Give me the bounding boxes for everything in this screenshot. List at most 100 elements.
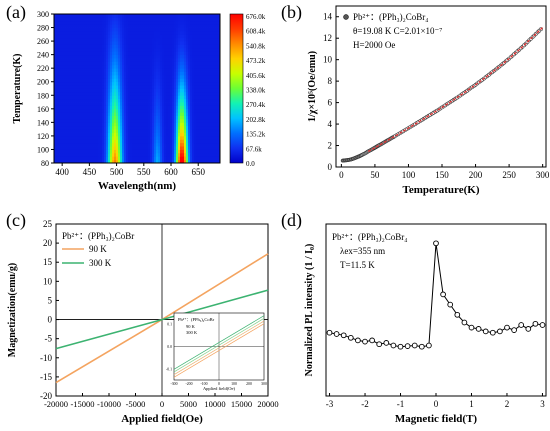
heatmap-cell (146, 37, 149, 42)
heatmap-cell (158, 135, 161, 140)
heatmap-cell (100, 122, 103, 127)
heatmap-cell (122, 64, 125, 69)
heatmap-cell (134, 132, 137, 137)
heatmap-cell (214, 91, 217, 96)
heatmap-cell (106, 68, 109, 72)
heatmap-cell (202, 98, 205, 103)
heatmap-cell (84, 146, 87, 150)
heatmap-cell (166, 58, 169, 62)
heatmap-cell (64, 81, 67, 86)
heatmap-cell (212, 30, 215, 35)
colorbar-label: 405.6k (246, 72, 266, 80)
heatmap-cell (200, 17, 203, 22)
heatmap-cell (104, 41, 107, 45)
heatmap-cell (210, 108, 213, 113)
heatmap-cell (168, 156, 171, 161)
heatmap-cell (146, 139, 149, 144)
heatmap-cell (94, 108, 97, 113)
data-point (362, 338, 368, 345)
heatmap-cell (66, 118, 69, 123)
heatmap-cell (144, 71, 147, 76)
heatmap-cell (178, 132, 181, 137)
heatmap-cell (178, 14, 181, 18)
heatmap-cell (210, 81, 213, 86)
heatmap-cell (166, 129, 169, 133)
heatmap-cell (174, 146, 177, 150)
heatmap-cell (68, 17, 71, 22)
heatmap-cell (60, 146, 63, 150)
x-axis-label: Wavelength(nm) (98, 180, 177, 192)
heatmap-cell (158, 102, 161, 106)
heatmap-cell (210, 135, 213, 140)
heatmap-cell (98, 98, 101, 103)
heatmap-cell (182, 122, 185, 127)
heatmap-cell (70, 54, 73, 59)
heatmap-cell (194, 85, 197, 89)
heatmap-cell (166, 71, 169, 76)
heatmap-cell (112, 129, 115, 133)
heatmap-cell (206, 14, 209, 18)
heatmap-cell (88, 152, 91, 157)
heatmap-cell (188, 159, 191, 164)
heatmap-cell (72, 41, 75, 45)
heatmap-cell (56, 152, 59, 157)
heatmap-cell (90, 156, 93, 161)
heatmap-cell (152, 30, 155, 35)
heatmap-cell (74, 20, 77, 25)
heatmap-cell (80, 98, 83, 103)
x-tick-label: 10000 (204, 399, 225, 409)
heatmap-cell (206, 85, 209, 89)
heatmap-cell (128, 81, 131, 86)
heatmap-cell (78, 152, 81, 157)
heatmap-cell (104, 118, 107, 123)
heatmap-cell (142, 17, 145, 22)
heatmap-cell (154, 24, 157, 28)
heatmap-cell (194, 105, 197, 110)
heatmap-cell (214, 105, 217, 110)
heatmap-cell (128, 30, 131, 35)
heatmap-cell (186, 68, 189, 72)
heatmap-cell (130, 91, 133, 96)
heatmap-cell (86, 85, 89, 89)
heatmap-cell (62, 88, 65, 93)
heatmap-cell (194, 24, 197, 28)
heatmap-cell (94, 64, 97, 69)
heatmap-cell (148, 17, 151, 22)
heatmap-cell (160, 108, 163, 113)
heatmap-cell (120, 95, 123, 100)
heatmap-cell (198, 37, 201, 42)
heatmap-cell (138, 54, 141, 59)
heatmap-cell (80, 58, 83, 62)
heatmap-cell (104, 17, 107, 22)
heatmap-cell (78, 54, 81, 59)
heatmap-cell (170, 71, 173, 76)
heatmap-cell (106, 58, 109, 62)
heatmap-cell (66, 156, 69, 161)
heatmap-cell (90, 64, 93, 69)
heatmap-cell (136, 47, 139, 52)
heatmap-cell (138, 44, 141, 49)
heatmap-cell (74, 152, 77, 157)
heatmap-cell (160, 139, 163, 144)
heatmap-cell (132, 115, 135, 120)
heatmap-cell (120, 142, 123, 147)
heatmap-cell (190, 85, 193, 89)
heatmap-cell (216, 74, 219, 79)
heatmap-cell (94, 61, 97, 66)
heatmap-cell (186, 146, 189, 150)
heatmap-cell (76, 102, 79, 106)
heatmap-cell (166, 20, 169, 25)
heatmap-cell (152, 139, 155, 144)
heatmap-cell (196, 64, 199, 69)
heatmap-cell (106, 78, 109, 83)
heatmap-cell (66, 58, 69, 62)
heatmap-cell (166, 156, 169, 161)
heatmap-cell (178, 85, 181, 89)
heatmap-cell (78, 78, 81, 83)
heatmap-cell (196, 14, 199, 18)
heatmap-cell (184, 139, 187, 144)
heatmap-cell (114, 64, 117, 69)
x-tick-label: 0 (339, 170, 344, 180)
heatmap-cell (190, 47, 193, 52)
heatmap-cell (88, 149, 91, 154)
